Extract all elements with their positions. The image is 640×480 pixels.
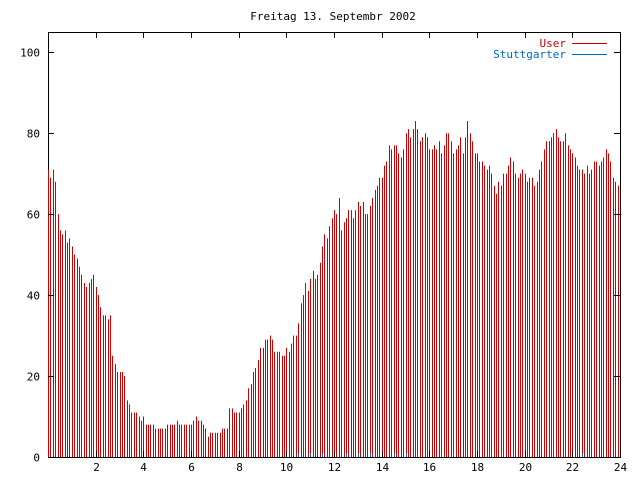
x-tick-label: 22: [566, 461, 579, 474]
bars-group: [48, 121, 619, 457]
legend-label-user: User: [540, 37, 567, 50]
x-tick-label: 2: [93, 461, 100, 474]
chart-title: Freitag 13. Septembr 2002: [250, 10, 416, 23]
x-tick-label: 18: [471, 461, 484, 474]
legend-label-stuttgarter: Stuttgarter: [493, 48, 566, 61]
x-tick-label: 16: [423, 461, 436, 474]
y-tick-label: 20: [27, 371, 40, 384]
x-tick-label: 10: [280, 461, 293, 474]
y-tick-label: 100: [20, 47, 40, 60]
y-tick-label: 80: [27, 128, 40, 141]
x-tick-label: 8: [236, 461, 243, 474]
x-tick-label: 20: [519, 461, 532, 474]
y-tick-label: 0: [33, 452, 40, 465]
x-tick-label: 6: [188, 461, 195, 474]
x-tick-label: 4: [140, 461, 147, 474]
x-tick-label: 12: [328, 461, 341, 474]
x-tick-label: 24: [614, 461, 628, 474]
x-tick-label: 14: [376, 461, 390, 474]
y-tick-label: 40: [27, 290, 40, 303]
y-tick-label: 60: [27, 209, 40, 222]
